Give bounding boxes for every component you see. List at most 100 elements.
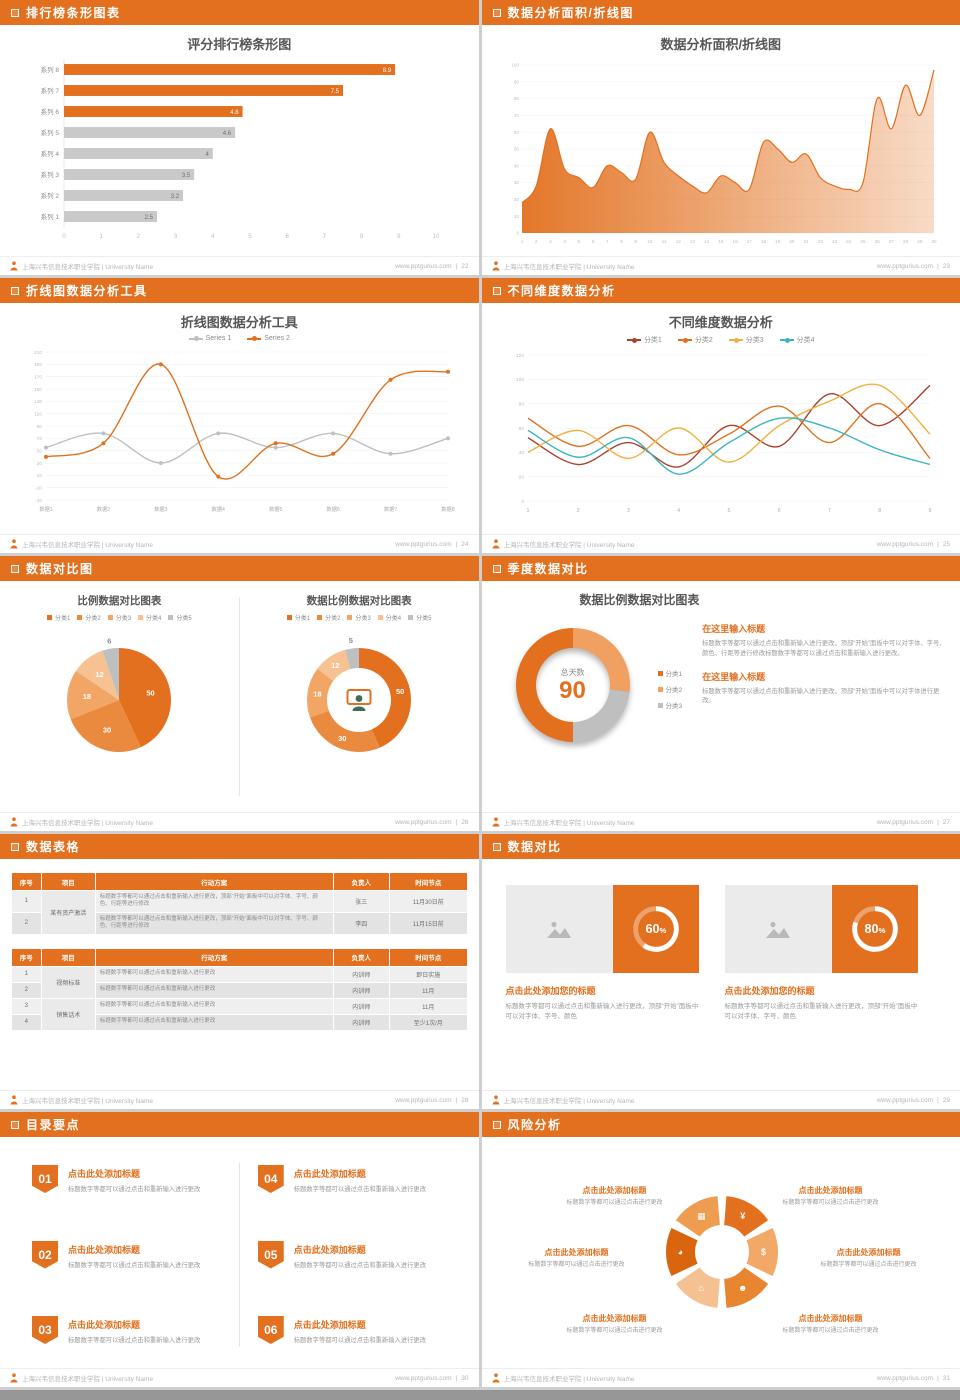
footer-org: 上海兴韦信息技术职业学院 | University Name: [22, 542, 153, 549]
badge-number: 05: [264, 1247, 278, 1262]
svg-text:10: 10: [433, 234, 440, 240]
svg-text:25: 25: [860, 239, 866, 244]
table-cell: 标题数字等都可以通过点击和重新输入进行更改: [94, 1013, 334, 1031]
svg-text:120: 120: [516, 353, 524, 359]
slide-header-title: 数据对比图: [26, 562, 94, 576]
table-cell: 至少1次/月: [388, 1013, 468, 1031]
picture-icon: [766, 921, 791, 938]
slide-thumbnail-29[interactable]: 数据对比 60% 点击此处添加您的标题 标题数字等都可以通过点击和重新输入进行更…: [481, 834, 960, 1109]
slide-thumbnail-28[interactable]: 数据表格 序号 项目 行动方案 负责人 时间节点 1 某有资产激活 标题数字等都…: [0, 834, 479, 1109]
slide-thumbnail-25[interactable]: 不同维度数据分析 不同维度数据分析 分类1 分类2 分类3 分类4 120 100…: [481, 278, 960, 553]
legend-marker: [677, 337, 692, 343]
svg-text:8: 8: [360, 234, 364, 240]
svg-text:21: 21: [803, 239, 809, 244]
footer-org: 上海兴韦信息技术职业学院 | University Name: [22, 1098, 153, 1105]
footer-org: 上海兴韦信息技术职业学院 | University Name: [22, 264, 153, 271]
legend-label: 分类3: [115, 616, 132, 622]
slide-thumbnail-30[interactable]: 目录要点 01 点击此处添加标题 标题数字等都可以通过点击和重新输入进行更改 02…: [0, 1112, 479, 1387]
chart-title: 数据分析面积/折线图: [660, 37, 782, 52]
svg-text:3.5: 3.5: [182, 173, 191, 179]
svg-text:10: 10: [37, 473, 43, 479]
svg-text:18: 18: [83, 692, 91, 701]
legend-marker: [377, 615, 383, 620]
text-block: 在这里输入标题 标题数字等都可以通过点击和重新输入进行更改，顶部“开始”面板中可…: [702, 622, 946, 659]
footer-org: 上海兴韦信息技术职业学院 | University Name: [503, 542, 635, 549]
svg-text:9: 9: [928, 508, 931, 514]
page-number: 23: [942, 262, 950, 270]
footer-divider: |: [937, 1096, 939, 1104]
legend-label: 分类2: [694, 337, 713, 344]
legend-item: 分类1: [626, 335, 662, 345]
slide-thumbnail-24[interactable]: 折线图数据分析工具 折线图数据分析工具 Series 1 Series 2 21…: [0, 278, 479, 553]
legend-marker: [47, 615, 53, 620]
image-placeholder: [724, 885, 832, 973]
svg-text:50: 50: [147, 689, 155, 698]
svg-text:3.2: 3.2: [171, 194, 180, 200]
footer-site: www.pptgurius.com: [876, 262, 934, 270]
toc-body: 标题数字等都可以通过点击和重新输入进行更改: [68, 1261, 201, 1269]
chart-title: 折线图数据分析工具: [180, 315, 298, 330]
svg-text:系列 5: 系列 5: [41, 128, 60, 137]
svg-text:5: 5: [349, 636, 353, 645]
svg-text:70: 70: [37, 436, 43, 442]
svg-text:29: 29: [917, 239, 923, 244]
svg-text:12: 12: [96, 670, 104, 679]
slide-thumbnail-31[interactable]: 风险分析 ¥ $ ☻ ⌂ ◕ ▦ 点击此处添加标题 标题数字等都可以通过点击进行更改 点击…: [481, 1112, 960, 1387]
svg-text:30: 30: [338, 734, 346, 743]
svg-text:8: 8: [620, 239, 623, 244]
svg-text:系列 1: 系列 1: [41, 212, 60, 221]
footer-org: 上海兴韦信息技术职业学院 | University Name: [503, 820, 635, 827]
slide-thumbnail-26[interactable]: 数据对比图 比例数据对比图表 分类1 分类2 分类3 分类4 分类5 50 30 1…: [0, 556, 479, 831]
page-number: 26: [461, 818, 469, 826]
svg-text:数据1: 数据1: [40, 505, 53, 513]
table-cell: 4: [10, 1013, 42, 1031]
slide-thumbnail-22[interactable]: 排行榜条形图表 评分排行榜条形图 0 1 2 3 4 5 6 7 8 9 10 系列 8 8.9 系列 7…: [0, 0, 479, 275]
svg-text:系列 7: 系列 7: [41, 86, 60, 95]
legend-item: 分类2: [677, 335, 713, 345]
footer-org: 上海兴韦信息技术职业学院 | University Name: [503, 1376, 635, 1383]
risk-heading: 点击此处添加标题: [836, 1248, 901, 1257]
slide-header: 不同维度数据分析: [481, 278, 960, 303]
svg-text:2: 2: [535, 239, 538, 244]
progress-panel: 60%: [612, 885, 699, 973]
legend-marker: [779, 337, 794, 343]
table-header-cell: 序号: [10, 947, 42, 967]
legend-item: 分类3: [107, 613, 132, 622]
risk-heading: 点击此处添加标题: [544, 1248, 609, 1257]
toc-heading: 点击此处添加标题: [293, 1169, 366, 1179]
svg-text:4.6: 4.6: [223, 131, 232, 137]
slide-thumbnail-27[interactable]: 季度数据对比 数据比例数据对比图表 总天数 90 分类1 分类2 分类3: [481, 556, 960, 831]
badge-number: 02: [38, 1247, 52, 1262]
risk-label: 点击此处添加标题 标题数字等都可以通过点击进行更改: [554, 1185, 676, 1208]
risk-label: 点击此处添加标题 标题数字等都可以通过点击进行更改: [770, 1185, 892, 1208]
toc-item: 06 点击此处添加标题 标题数字等都可以通过点击和重新输入进行更改: [257, 1316, 447, 1344]
card-body: 标题数字等都可以通过点击和重新输入进行更改，顶部“开始”面板中可以对字体、字号、…: [505, 1003, 699, 1021]
svg-text:100: 100: [511, 63, 519, 68]
svg-text:26: 26: [874, 239, 880, 244]
slide-header: 目录要点: [0, 1112, 479, 1137]
svg-text:0: 0: [521, 499, 524, 505]
slide-footer: 上海兴韦信息技术职业学院 | University Name www.pptgu…: [0, 1368, 479, 1387]
chart-title: 评分排行榜条形图: [187, 37, 292, 52]
badge-number: 06: [264, 1323, 278, 1337]
risk-body: 标题数字等都可以通过点击进行更改: [820, 1262, 917, 1268]
footer-divider: |: [455, 262, 458, 270]
legend-marker: [107, 615, 113, 620]
badge-number: 03: [38, 1323, 52, 1337]
svg-text:数据3: 数据3: [154, 505, 167, 513]
badge-number: 04: [264, 1172, 278, 1186]
school-logo-icon: [10, 1095, 18, 1105]
legend-item: 分类4: [779, 335, 815, 345]
page-number: 25: [942, 540, 950, 548]
slide-thumbnail-23[interactable]: 数据分析面积/折线图 数据分析面积/折线图 0 10 20 30 40 50 60 70 80 9…: [481, 0, 960, 275]
number-badge: 06: [257, 1316, 284, 1344]
svg-text:☻: ☻: [738, 1283, 747, 1293]
svg-text:12: 12: [331, 661, 339, 670]
table-header-row: 序号 项目 行动方案 负责人 时间节点: [10, 872, 468, 891]
svg-text:数据8: 数据8: [442, 505, 455, 513]
toc-body: 标题数字等都可以通过点击和重新输入进行更改: [293, 1186, 426, 1193]
svg-text:6: 6: [286, 234, 290, 240]
page-number: 28: [461, 1096, 469, 1104]
svg-text:30: 30: [37, 461, 43, 467]
